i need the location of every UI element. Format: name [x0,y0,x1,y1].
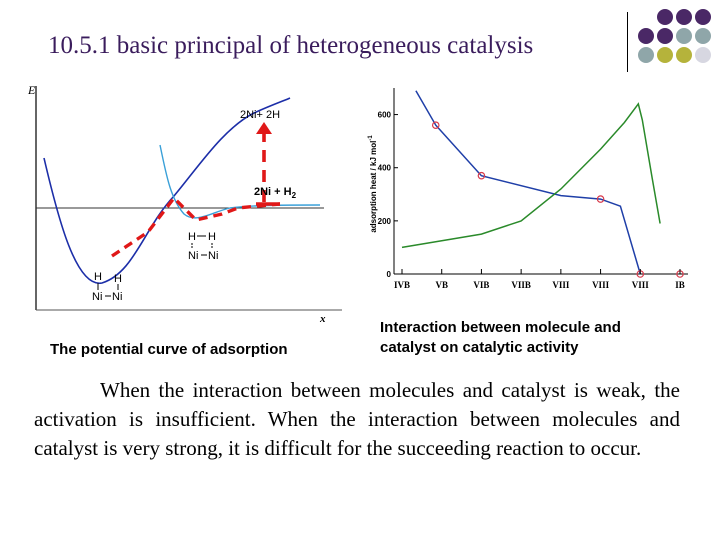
chart-y-axis-label: adsorption heat / kJ mol-1 [368,135,378,233]
svg-text:H: H [94,271,102,283]
data-point-marker [431,121,440,130]
decor-dot [695,28,711,44]
decor-dot [638,28,654,44]
decorative-dot-grid [638,9,711,63]
dissociation-arrow-head [256,122,272,134]
reaction-path [111,195,281,258]
y-tick-label: 200 [378,217,392,226]
slide-title: 10.5.1 basic principal of heterogeneous … [48,32,534,59]
svg-text:H: H [114,273,122,285]
data-point-marker [596,195,605,203]
atoms-state-label: 2Ni+ 2H [240,109,280,121]
decor-dot [695,9,711,25]
physisorption-curve [159,144,321,219]
decor-dot [695,47,711,63]
data-point-marker [477,171,486,180]
y-tick-label: 400 [378,164,392,173]
y-tick-label: 600 [378,111,392,120]
decor-dot [657,47,673,63]
adsorption-heat-chart: 0 200 400 600 IVB VB VIB VIIB VIII VIII VIII IB ads… [368,88,688,290]
right-caption: Interaction between molecule and catalys… [380,319,621,356]
molecule-state-label: 2Ni + H2 [254,186,297,200]
x-tick-label: VB [435,280,448,290]
decor-dot [657,9,673,25]
series-line [401,102,661,249]
y-tick-label: 0 [387,270,392,279]
x-tick-label: VIB [473,280,489,290]
physisorbed-structure: H H Ni Ni [188,231,218,262]
decor-dot [676,47,692,63]
svg-text:H: H [208,231,216,243]
decor-dot [676,9,692,25]
title-divider [627,12,628,72]
x-tick-label: VIII [632,280,650,290]
x-tick-label: VIIB [511,280,531,290]
x-tick-label: IVB [394,280,410,290]
decor-dot [657,28,673,44]
svg-text:Ni: Ni [188,250,198,262]
potential-curve-figure: E 0 x 2Ni+ 2H 2Ni + H2 H H Ni Ni H H Ni … [27,83,342,325]
series-line [415,90,642,275]
y-axis-label: E [27,83,36,97]
left-caption: The potential curve of adsorption [50,341,288,358]
svg-text:H: H [188,231,196,243]
explanation-paragraph: When the interaction between molecules a… [34,376,680,463]
x-tick-label: IB [675,280,685,290]
x-tick-label: VIII [592,280,610,290]
decor-dot [638,47,654,63]
chemisorption-curve [43,97,291,284]
svg-text:Ni: Ni [92,291,102,303]
chemisorbed-structure: H H Ni Ni [92,271,122,303]
x-tick-label: VIII [552,280,570,290]
explanation-text: When the interaction between molecules a… [34,378,680,460]
x-axis-label: x [319,313,326,325]
decor-dot [676,28,692,44]
svg-text:Ni: Ni [208,250,218,262]
svg-text:Ni: Ni [112,291,122,303]
